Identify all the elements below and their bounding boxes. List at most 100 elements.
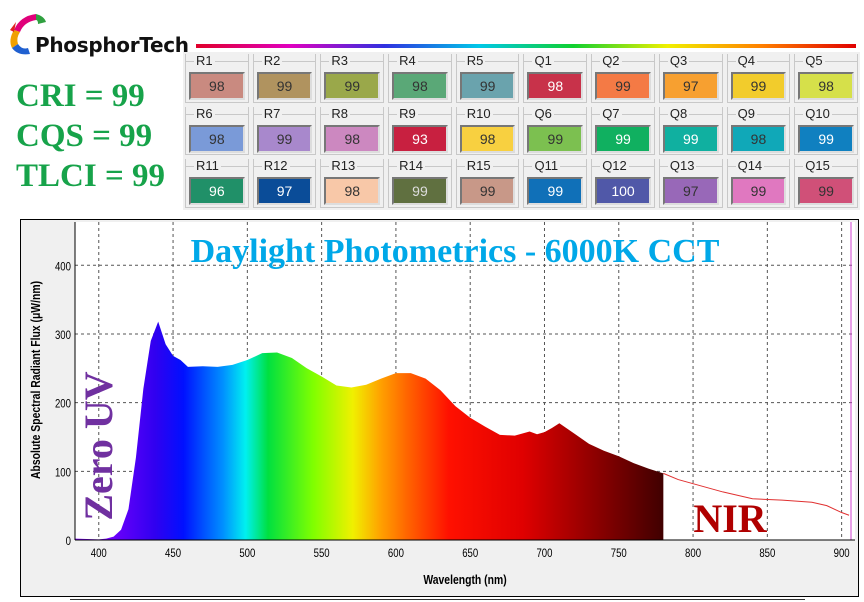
- swatch-value: 99: [256, 72, 313, 100]
- x-tick-label: 850: [759, 547, 775, 560]
- swatch-cell-q8: Q8 99: [658, 105, 723, 156]
- y-tick-label: 0: [66, 535, 71, 548]
- swatch-value: 98: [730, 124, 787, 153]
- x-tick-label: 450: [165, 547, 181, 560]
- swatch-value: 98: [189, 72, 245, 100]
- swatch-cell-q10: Q10 99: [794, 105, 858, 156]
- swatch-cell-r1: R1 98: [185, 53, 249, 103]
- swatch-cell-q9: Q9 98: [726, 105, 791, 156]
- swatch-value: 99: [392, 177, 448, 206]
- swatch-cell-r4: R4 98: [388, 53, 452, 103]
- swatch-cell-q12: Q12 100: [591, 158, 655, 208]
- swatch-cell-q2: Q2 99: [591, 53, 655, 103]
- swatch-label: Q4: [735, 53, 757, 68]
- swatch-label: R12: [261, 158, 290, 174]
- x-tick-label: 650: [462, 547, 478, 560]
- swatch-value: 97: [662, 72, 719, 100]
- swatch-value: 99: [256, 124, 313, 153]
- swatch-cell-q14: Q14 99: [726, 158, 791, 208]
- swatch-value: 99: [662, 124, 719, 153]
- swatch-value: 99: [459, 72, 516, 100]
- swatch-cell-r14: R14 99: [388, 158, 452, 208]
- x-tick-label: 700: [536, 547, 552, 560]
- swatch-value: 100: [595, 177, 651, 206]
- divider: [70, 599, 805, 600]
- phosphortech-logo: [6, 10, 196, 60]
- swatch-label: R5: [464, 53, 486, 68]
- y-tick-label: 300: [55, 329, 71, 342]
- x-tick-label: 500: [239, 547, 255, 560]
- swatch-cell-q6: Q6 99: [523, 105, 588, 156]
- swatch-value: 99: [459, 177, 516, 206]
- swatch-label: R6: [194, 105, 215, 121]
- y-tick-label: 400: [55, 260, 71, 273]
- cri-value: CRI = 99: [16, 78, 145, 114]
- swatch-cell-q11: Q11 99: [523, 158, 588, 208]
- swatch-value: 99: [730, 177, 787, 206]
- swatch-label: Q5: [803, 53, 825, 68]
- swatch-cell-r12: R12 97: [252, 158, 317, 208]
- swatch-label: Q11: [532, 158, 561, 174]
- swatch-label: Q15: [803, 158, 832, 174]
- chart-title: Daylight Photometrics - 6000K CCT: [191, 233, 720, 270]
- swatch-label: R4: [397, 53, 418, 68]
- swatch-value: 99: [595, 72, 651, 100]
- x-tick-label: 600: [388, 547, 404, 560]
- swatch-cell-q4: Q4 99: [726, 53, 791, 103]
- swatch-label: R3: [329, 53, 351, 68]
- swatch-cell-r13: R13 98: [320, 158, 385, 208]
- x-axis-label: Wavelength (nm): [423, 573, 506, 587]
- swatch-label: Q14: [735, 158, 765, 174]
- swatch-value: 98: [527, 72, 584, 100]
- x-tick-label: 900: [834, 547, 850, 560]
- swatch-label: R7: [261, 105, 283, 121]
- x-tick-label: 800: [685, 547, 701, 560]
- swatch-cell-r10: R10 98: [455, 105, 520, 156]
- swatch-value: 98: [459, 124, 516, 153]
- swatch-cell-r15: R15 99: [455, 158, 520, 208]
- brand-name: PhosphorTech: [35, 33, 189, 57]
- swatch-cell-q5: Q5 98: [794, 53, 858, 103]
- swatch-value: 99: [324, 72, 381, 100]
- swatch-label: R9: [397, 105, 418, 121]
- swatch-value: 96: [189, 177, 245, 206]
- logo-swirl-icon: [10, 14, 46, 55]
- swatch-label: R2: [261, 53, 283, 68]
- swatch-value: 98: [189, 124, 245, 153]
- nir-annotation: NIR: [693, 496, 767, 541]
- swatch-cell-q7: Q7 99: [591, 105, 655, 156]
- swatch-cell-q15: Q15 99: [794, 158, 858, 208]
- swatch-value: 98: [324, 177, 381, 206]
- swatch-value: 99: [527, 177, 584, 206]
- tlci-value: TLCI = 99: [16, 158, 165, 194]
- swatch-cell-r6: R6 98: [185, 105, 249, 156]
- swatch-value: 97: [256, 177, 313, 206]
- y-tick-label: 200: [55, 398, 71, 411]
- swatch-value: 99: [730, 72, 787, 100]
- swatch-label: R13: [329, 158, 358, 174]
- zero-uv-annotation: Zero UV: [76, 371, 121, 520]
- swatch-label: R15: [464, 158, 493, 174]
- swatch-cell-r3: R3 99: [320, 53, 385, 103]
- swatch-label: R8: [329, 105, 351, 121]
- swatch-label: R1: [194, 53, 215, 68]
- swatch-value: 99: [798, 124, 854, 153]
- y-tick-label: 100: [55, 466, 71, 479]
- swatch-label: Q10: [803, 105, 832, 121]
- x-tick-label: 400: [91, 547, 107, 560]
- swatch-value: 99: [595, 124, 651, 153]
- swatch-cell-r8: R8 98: [320, 105, 385, 156]
- swatch-cell-r9: R9 93: [388, 105, 452, 156]
- swatch-value: 98: [798, 72, 854, 100]
- swatch-cell-r5: R5 99: [455, 53, 520, 103]
- swatch-cell-r2: R2 99: [252, 53, 317, 103]
- swatch-label: Q7: [600, 105, 622, 121]
- color-rendering-grid: R1 98 R2 99 R3 99 R4 98 R5 99 Q1 98 Q2 99 Q3 97 Q4 99 Q5 98…: [183, 52, 860, 210]
- cqs-value: CQS = 99: [16, 118, 153, 154]
- swatch-label: R11: [194, 158, 221, 174]
- swatch-label: Q13: [667, 158, 697, 174]
- swatch-cell-q1: Q1 98: [523, 53, 588, 103]
- swatch-value: 97: [662, 177, 719, 206]
- swatch-cell-q3: Q3 97: [658, 53, 723, 103]
- x-tick-label: 550: [314, 547, 330, 560]
